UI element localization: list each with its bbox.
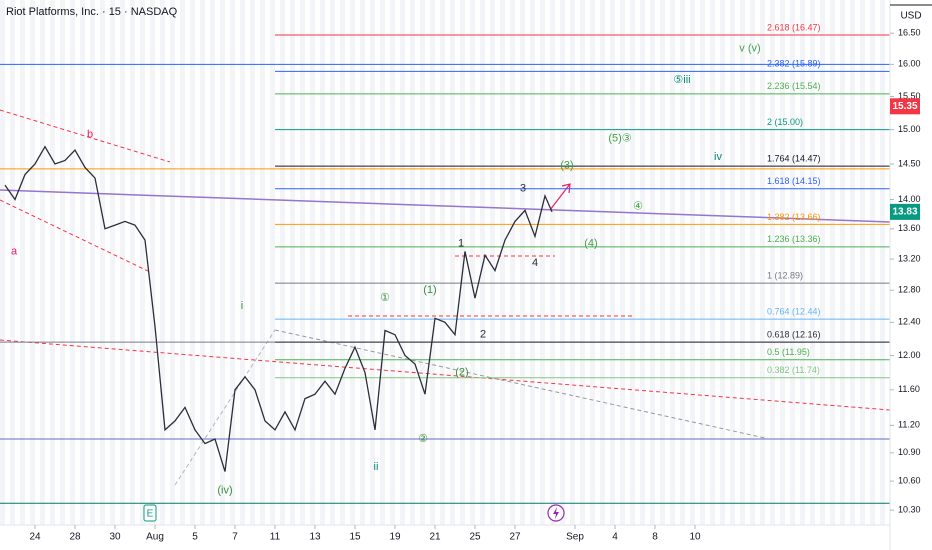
y-axis-bg [890, 0, 932, 550]
x-tick-label: Sep [566, 532, 584, 543]
fib-label: 1.618 (14.15) [767, 176, 821, 186]
price-tag-label: 13.83 [892, 207, 917, 218]
wave-label: (1) [423, 284, 436, 296]
wave-label: (4) [584, 238, 597, 250]
trendline [174, 329, 276, 486]
x-tick-label: 8 [652, 532, 658, 543]
fib-label: 1.382 (13.66) [767, 212, 821, 222]
price-line [4, 145, 553, 472]
wave-label: a [11, 245, 18, 257]
x-tick-label: 11 [270, 532, 281, 543]
chart-title: Riot Platforms, Inc. · 15 · NASDAQ [6, 6, 178, 18]
x-tick-label: 10 [689, 532, 701, 543]
y-tick-label: 15.00 [898, 124, 921, 134]
y-tick-label: 13.60 [898, 223, 921, 233]
x-tick-label: 4 [612, 532, 618, 543]
y-tick-label: 10.60 [898, 475, 921, 485]
session-bands [0, 0, 890, 525]
wave-label: 2 [480, 329, 486, 341]
y-tick-label: 12.00 [898, 350, 921, 360]
earnings-label: E [147, 509, 154, 520]
y-tick-label: 14.50 [898, 158, 921, 168]
y-tick-label: 12.40 [898, 317, 921, 327]
y-tick-label: 16.50 [898, 28, 921, 38]
wave-label: ⑤iii [673, 74, 690, 86]
wave-label: i [241, 300, 243, 312]
y-tick-label: 11.60 [898, 384, 920, 394]
x-tick-label: 25 [469, 532, 481, 543]
y-tick-label: 13.20 [898, 253, 921, 263]
trendline [0, 109, 171, 163]
wave-label: ② [418, 433, 428, 445]
currency: USD [900, 11, 921, 22]
x-tick-label: 28 [69, 532, 81, 543]
fib-label: 0.618 (12.16) [767, 329, 821, 339]
y-tick-label: 15.50 [898, 91, 921, 101]
price-tag [890, 203, 920, 220]
price-tag [890, 98, 920, 115]
y-tick-label: 16.00 [898, 59, 921, 69]
fib-label: 1.764 (14.47) [767, 153, 821, 163]
wave-label: (iv) [217, 485, 232, 497]
fib-label: 0.382 (11.74) [767, 365, 820, 375]
y-tick-label: 11.20 [898, 420, 920, 430]
x-tick-label: 27 [509, 532, 521, 543]
x-tick-label: 21 [429, 532, 441, 543]
wave-label: (5)③ [608, 132, 631, 144]
fib-label: 2.382 (15.89) [767, 59, 821, 69]
fib-label: 1 (12.89) [767, 270, 803, 280]
x-tick-label: 5 [192, 532, 198, 543]
fib-label: 2.618 (16.47) [767, 22, 821, 32]
price-tag-label: 15.35 [892, 101, 917, 112]
wave-label: v (v) [739, 43, 760, 55]
dividend-icon [547, 504, 565, 522]
wave-label: 1 [458, 238, 464, 250]
x-tick-label: 24 [29, 532, 41, 543]
trendline [0, 339, 891, 411]
wave-label: 3 [520, 183, 526, 195]
wave-label: 4 [532, 257, 538, 269]
fib-label: 2 (15.00) [767, 117, 803, 127]
y-tick-label: 10.30 [898, 505, 921, 515]
fib-label: 2.236 (15.54) [767, 81, 821, 91]
earnings-marker [143, 504, 157, 522]
x-tick-label: Aug [146, 532, 164, 543]
wave-label: ① [380, 292, 390, 304]
wave-label: b [87, 128, 93, 140]
wave-label: (2) [455, 366, 468, 378]
x-tick-label: 15 [349, 532, 361, 543]
wave-label: (3) [560, 159, 573, 171]
y-tick-label: 14.00 [898, 194, 921, 204]
icon-bolt [553, 507, 559, 519]
wave-label: ii [374, 461, 379, 473]
wave-label: ④ [633, 201, 643, 213]
plot: 2.618 (16.47) 2.382 (15.89) 2.236 (15.54) 2… [0, 22, 890, 522]
x-tick-label: 30 [109, 532, 121, 543]
trendline [0, 189, 891, 223]
y-tick-label: 10.90 [898, 447, 921, 457]
wave-label: iv [714, 151, 722, 163]
fib-label: 1.236 (13.36) [767, 234, 821, 244]
x-tick-label: 7 [232, 532, 238, 543]
fib-label: 0.5 (11.95) [767, 347, 810, 357]
x-tick-label: 19 [389, 532, 401, 543]
y-tick-label: 12.80 [898, 285, 921, 295]
x-tick-label: 13 [309, 532, 321, 543]
fib-label: 0.764 (12.44) [767, 306, 821, 316]
